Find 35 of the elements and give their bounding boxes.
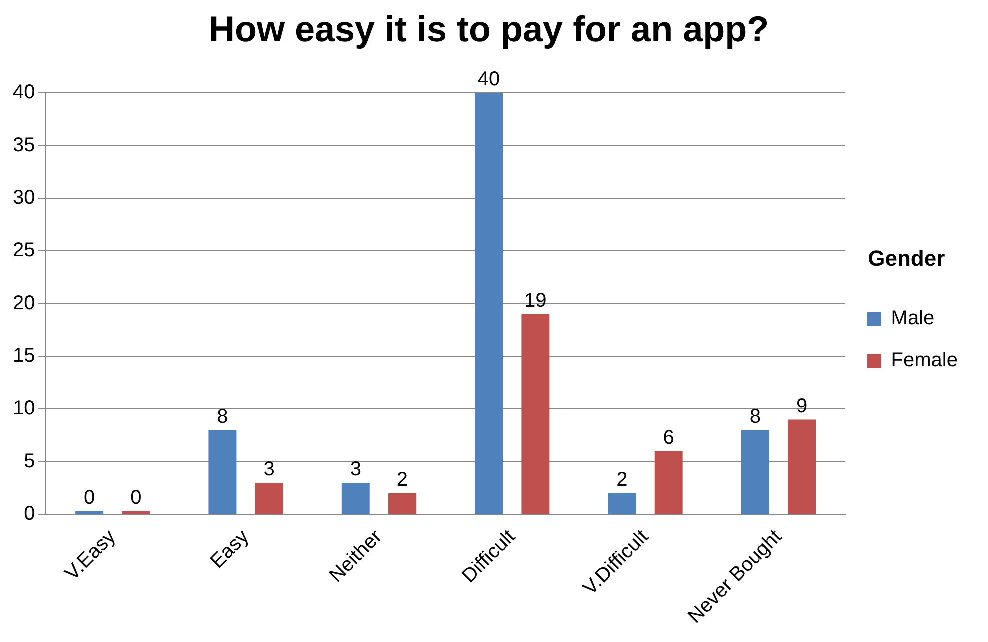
data-label: 3 — [350, 458, 362, 480]
data-label: 6 — [663, 426, 674, 449]
y-tick-label: 35 — [12, 134, 36, 156]
bar — [208, 430, 237, 514]
data-label: 2 — [616, 469, 628, 491]
bar — [654, 451, 683, 514]
bar — [475, 93, 504, 514]
y-tick-label: 15 — [12, 345, 36, 368]
y-tick-label: 10 — [12, 398, 36, 420]
legend-title: Gender — [868, 246, 946, 271]
data-label: 8 — [217, 406, 228, 428]
data-label: 0 — [84, 487, 96, 510]
y-tick-label: 5 — [24, 450, 36, 472]
y-tick-label: 0 — [24, 503, 36, 526]
y-tick-label: 20 — [12, 292, 36, 314]
bar — [788, 420, 816, 514]
chart-title: How easy it is to pay for an app? — [208, 8, 770, 50]
legend-label: Female — [891, 350, 958, 372]
bar — [388, 493, 416, 514]
data-label: 3 — [264, 458, 275, 480]
y-tick-label: 30 — [12, 187, 36, 210]
data-label: 0 — [130, 487, 142, 510]
data-label: 19 — [524, 290, 547, 312]
y-tick-label: 25 — [12, 240, 36, 262]
y-tick-label: 40 — [12, 82, 36, 104]
data-label: 8 — [750, 406, 761, 428]
bar — [741, 430, 770, 514]
data-label: 9 — [796, 395, 808, 418]
bar — [342, 482, 370, 514]
bar — [255, 482, 284, 514]
data-label: 2 — [396, 469, 408, 491]
data-label: 40 — [478, 68, 500, 91]
bar — [522, 314, 550, 514]
bar — [608, 493, 636, 514]
legend-label: Male — [891, 308, 935, 330]
